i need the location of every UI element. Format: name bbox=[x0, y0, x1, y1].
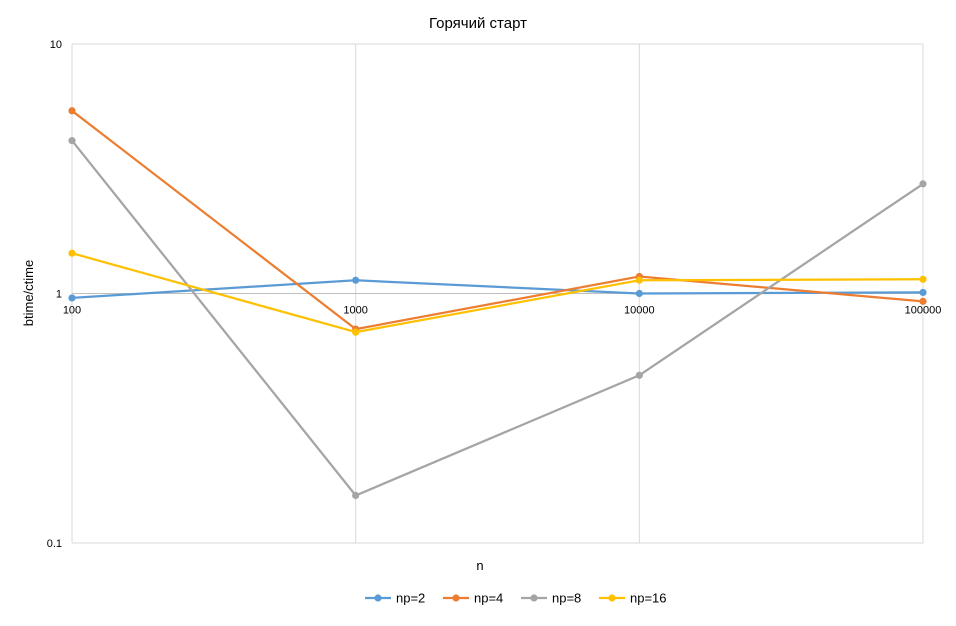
x-tick-label: 10000 bbox=[624, 305, 655, 317]
series-line-np-2 bbox=[71, 279, 924, 300]
legend-label: np=8 bbox=[552, 591, 581, 606]
data-point-np-4 bbox=[68, 107, 76, 115]
legend-swatch-marker bbox=[374, 594, 382, 602]
x-tick-label: 1000 bbox=[343, 305, 367, 317]
y-tick-label: 10 bbox=[50, 39, 62, 51]
legend-swatch-marker bbox=[452, 594, 460, 602]
y-axis-label: btime/ctime bbox=[21, 260, 36, 326]
legend-label: np=16 bbox=[630, 591, 667, 606]
tick-layer: 0.1 1 10 100 1000 10000 100000 bbox=[47, 39, 942, 550]
data-point-np-2 bbox=[635, 289, 643, 298]
series-layer bbox=[68, 107, 927, 500]
data-point-np-8 bbox=[919, 180, 927, 188]
legend-item-np-4: np=4 bbox=[443, 591, 503, 606]
data-point-np-4 bbox=[919, 297, 927, 305]
y-tick-label: 0.1 bbox=[47, 538, 62, 550]
data-point-np-2 bbox=[352, 276, 360, 284]
legend: np=2 np=4 np=8 np=16 bbox=[365, 591, 667, 606]
legend-item-np-16: np=16 bbox=[599, 591, 667, 606]
series-line-np-16 bbox=[71, 252, 924, 334]
legend-swatch-marker bbox=[530, 594, 538, 602]
y-tick-label: 1 bbox=[56, 289, 62, 301]
data-point-np-8 bbox=[635, 371, 643, 379]
data-point-np-16 bbox=[68, 249, 76, 257]
series-line-np-4 bbox=[71, 109, 924, 331]
legend-label: np=2 bbox=[396, 591, 425, 606]
x-tick-label: 100 bbox=[63, 305, 81, 317]
chart-title: Горячий старт bbox=[429, 15, 527, 32]
data-point-np-16 bbox=[352, 328, 360, 336]
legend-item-np-8: np=8 bbox=[521, 591, 581, 606]
legend-label: np=4 bbox=[474, 591, 503, 606]
data-point-np-16 bbox=[919, 275, 927, 283]
legend-swatch-marker bbox=[608, 594, 616, 602]
data-point-np-8 bbox=[68, 137, 76, 145]
legend-item-np-2: np=2 bbox=[365, 591, 425, 606]
x-axis-label: n bbox=[476, 558, 483, 573]
x-tick-label: 100000 bbox=[905, 305, 942, 317]
data-point-np-16 bbox=[635, 276, 643, 284]
data-point-np-2 bbox=[68, 294, 76, 302]
data-point-np-2 bbox=[919, 288, 927, 297]
data-point-np-8 bbox=[352, 491, 360, 500]
